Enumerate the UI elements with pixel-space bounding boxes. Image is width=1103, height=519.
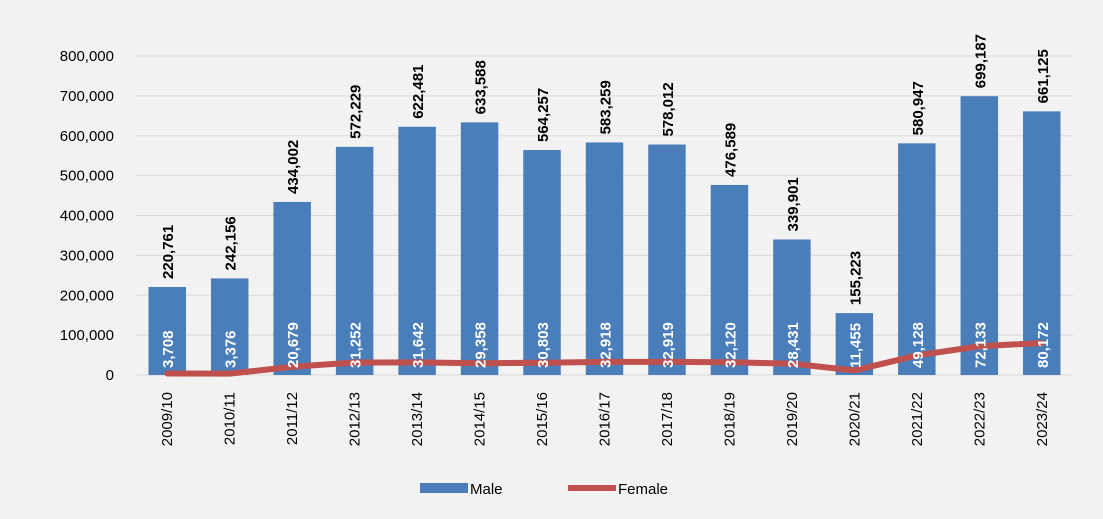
- x-tick-label: 2021/22: [909, 392, 926, 446]
- bar-value-label: 633,588: [473, 60, 490, 114]
- bar-value-label: 339,901: [785, 177, 802, 231]
- y-tick-label: 100,000: [60, 327, 114, 344]
- line-value-label: 72,133: [972, 322, 989, 368]
- bar-value-label: 699,187: [972, 34, 989, 88]
- bar-value-label: 622,481: [410, 65, 427, 119]
- line-value-label: 49,128: [910, 322, 927, 368]
- bar: [898, 143, 936, 375]
- bar-value-label: 580,947: [910, 81, 927, 135]
- bar: [460, 122, 499, 376]
- bar-value-label: 220,761: [160, 225, 177, 279]
- bar: [273, 201, 311, 375]
- bar: [148, 286, 186, 375]
- y-tick-label: 0: [106, 367, 114, 384]
- line-value-label: 31,642: [410, 322, 427, 368]
- bar: [773, 239, 811, 375]
- bar: [335, 146, 374, 375]
- x-tick-label: 2018/19: [721, 392, 738, 446]
- x-tick-label: 2013/14: [409, 392, 426, 446]
- line-value-label: 11,455: [847, 323, 864, 368]
- line-value-label: 28,431: [785, 322, 802, 368]
- x-tick-label: 2020/21: [846, 392, 863, 446]
- line-value-label: 32,918: [598, 322, 615, 368]
- y-tick-label: 800,000: [60, 48, 114, 65]
- bar: [585, 142, 624, 375]
- line-value-label: 3,376: [223, 330, 240, 368]
- bar: [960, 96, 999, 375]
- bar: [648, 144, 686, 375]
- bar: [398, 126, 436, 375]
- bar-value-label: 476,589: [722, 123, 739, 177]
- line: [164, 340, 1045, 377]
- bar: [523, 150, 561, 375]
- y-tick-label: 600,000: [60, 128, 114, 145]
- x-tick-label: 2010/11: [222, 392, 239, 445]
- x-tick-label: 2015/16: [534, 392, 551, 446]
- legend-label: Male: [470, 481, 503, 498]
- legend-label: Female: [618, 481, 668, 498]
- y-tick-label: 700,000: [60, 88, 114, 105]
- line-value-label: 3,708: [160, 330, 177, 368]
- x-tick-label: 2009/10: [159, 392, 176, 446]
- y-tick-label: 500,000: [60, 168, 114, 185]
- line-value-label: 80,172: [1035, 322, 1052, 368]
- y-tick-label: 300,000: [60, 247, 114, 264]
- x-tick-label: 2014/15: [472, 392, 489, 446]
- bar: [210, 278, 249, 375]
- bar-value-label: 434,002: [285, 140, 302, 194]
- line-value-label: 29,358: [473, 322, 490, 368]
- bar-value-label: 564,257: [535, 88, 552, 142]
- line-value-label: 20,679: [285, 322, 302, 368]
- x-tick-label: 2017/18: [659, 392, 676, 446]
- x-tick-label: 2012/13: [347, 392, 364, 446]
- line-value-label: 32,120: [722, 322, 739, 368]
- legend-swatch: [420, 483, 468, 493]
- line-value-label: 30,803: [535, 322, 552, 368]
- y-tick-label: 400,000: [60, 208, 114, 225]
- bar-value-label: 155,223: [847, 251, 864, 305]
- x-tick-label: 2022/23: [971, 392, 988, 446]
- bar: [710, 184, 749, 375]
- bar-value-label: 572,229: [348, 85, 365, 139]
- x-tick-label: 2019/20: [784, 392, 801, 446]
- bar: [1023, 111, 1061, 375]
- bar-value-label: 661,125: [1035, 49, 1052, 103]
- y-tick-label: 200,000: [60, 287, 114, 304]
- bar-value-label: 578,012: [660, 82, 677, 136]
- line-value-label: 31,252: [348, 322, 365, 368]
- bar-value-label: 242,156: [223, 216, 240, 270]
- line-value-label: 32,919: [660, 322, 677, 368]
- x-tick-label: 2023/24: [1034, 392, 1051, 446]
- x-tick-label: 2016/17: [597, 392, 614, 446]
- bar-value-label: 583,259: [598, 80, 615, 134]
- x-tick-label: 2011/12: [284, 392, 301, 445]
